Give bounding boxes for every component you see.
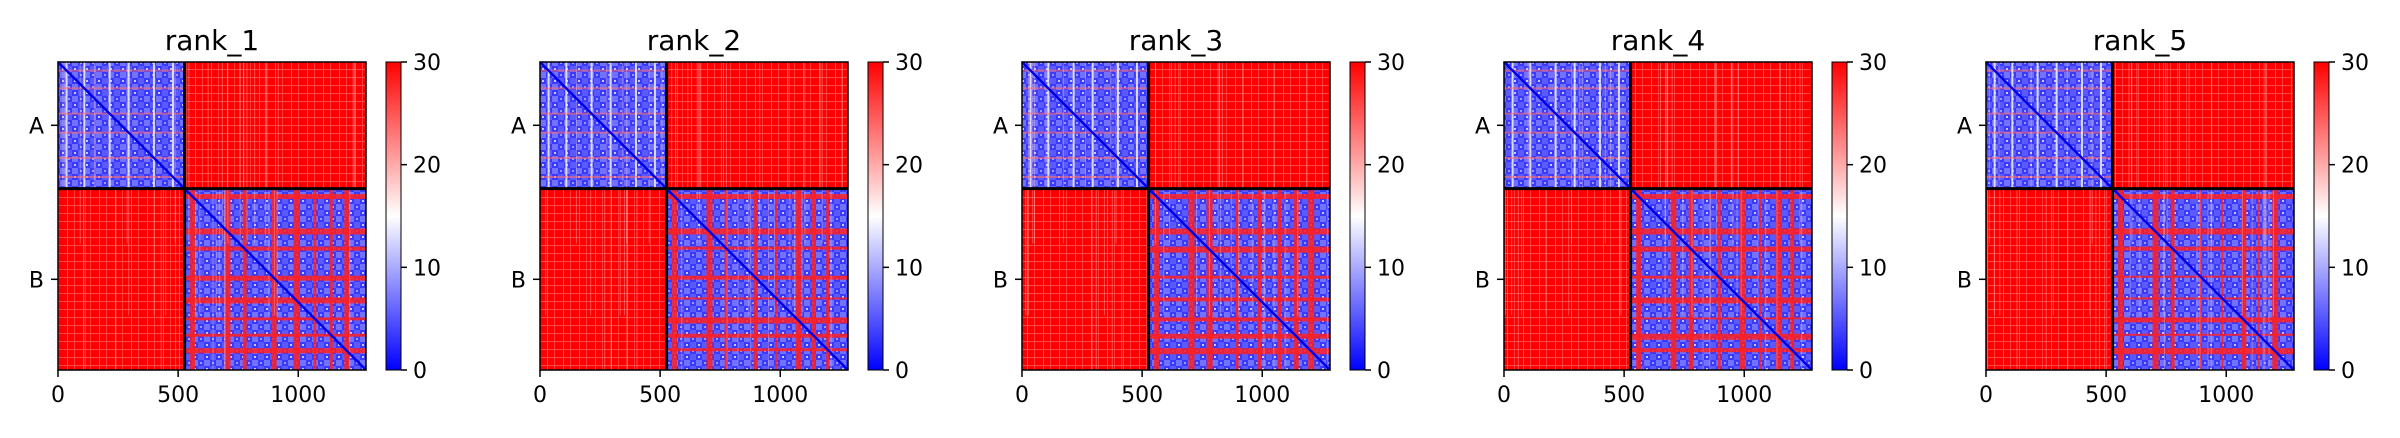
- colorbar-tick-label: 10: [1859, 256, 1887, 281]
- x-tick-label: 0: [1497, 383, 1511, 408]
- heatmap-panel: rank_3 A B 0 500 1000 0 10 20 30: [993, 24, 1405, 408]
- chart-title: rank_2: [647, 24, 741, 57]
- heatmap-panel: rank_4 A B 0 500 1000 0 10 20 30: [1475, 24, 1887, 408]
- colorbar: [1831, 61, 1848, 371]
- colorbar-tick-label: 20: [2341, 154, 2369, 179]
- x-tick-label: 0: [1015, 383, 1029, 408]
- heatmap-stripes: [1504, 62, 1812, 370]
- colorbar: [385, 61, 402, 371]
- x-tick-label: 1000: [1716, 383, 1772, 408]
- colorbar-tick-label: 10: [413, 256, 441, 281]
- colorbar-tick-label: 0: [413, 359, 427, 384]
- heatmap-stripes: [1986, 62, 2294, 370]
- axes-frame: [1021, 61, 1331, 371]
- x-tick-label: 1000: [270, 383, 326, 408]
- colorbar-tick-label: 30: [413, 51, 441, 76]
- colorbar: [1349, 61, 1366, 371]
- colorbar-tick-label: 0: [895, 359, 909, 384]
- axes-frame: [1985, 61, 2295, 371]
- x-tick-label: 500: [639, 383, 681, 408]
- heatmap-diagonal: [57, 61, 367, 371]
- heatmap-panel: rank_2 A B 0 500 1000 0 10 20 30: [511, 24, 923, 408]
- y-tick-label: B: [1957, 268, 1972, 293]
- x-tick-label: 500: [157, 383, 199, 408]
- colorbar-tick-label: 20: [1859, 154, 1887, 179]
- x-tick-label: 0: [1979, 383, 1993, 408]
- colorbar-tick-label: 20: [1377, 154, 1405, 179]
- chart-title: rank_3: [1129, 24, 1223, 57]
- y-tick-label: B: [1475, 268, 1490, 293]
- colorbar-tick-label: 10: [895, 256, 923, 281]
- chart-title: rank_1: [165, 24, 259, 57]
- heatmap-stripes: [1022, 62, 1331, 370]
- colorbar-tick-label: 20: [413, 154, 441, 179]
- heatmap-diagonal: [1021, 61, 1331, 371]
- colorbar-tick-label: 0: [1377, 359, 1391, 384]
- y-tick-label: A: [993, 114, 1008, 139]
- colorbar-tick-label: 30: [1859, 51, 1887, 76]
- x-tick-label: 1000: [2198, 383, 2254, 408]
- axes-frame: [1503, 61, 1813, 371]
- y-tick-label: A: [511, 114, 526, 139]
- y-tick-label: B: [993, 268, 1008, 293]
- heatmap-panel: rank_5 A B 0 500 1000 0 10 20 30: [1957, 24, 2369, 408]
- colorbar-tick-label: 30: [895, 51, 923, 76]
- axes-frame: [57, 61, 367, 371]
- colorbar-tick-label: 30: [1377, 51, 1405, 76]
- y-tick-label: A: [1957, 114, 1972, 139]
- chart-title: rank_4: [1611, 24, 1705, 57]
- colorbar-tick-label: 0: [2341, 359, 2355, 384]
- colorbar-tick-label: 0: [1859, 359, 1873, 384]
- colorbar: [867, 61, 884, 371]
- heatmap-diagonal: [1503, 61, 1813, 371]
- heatmap-diagonal: [539, 61, 849, 371]
- heatmap-panel: rank_1 A B 0 500 1000 0 10 20 30: [29, 24, 441, 408]
- y-tick-label: A: [29, 114, 44, 139]
- colorbar-tick-label: 30: [2341, 51, 2369, 76]
- x-tick-label: 0: [51, 383, 65, 408]
- x-tick-label: 500: [1603, 383, 1645, 408]
- colorbar: [2313, 61, 2330, 371]
- colorbar-tick-label: 10: [2341, 256, 2369, 281]
- axes-frame: [539, 61, 849, 371]
- colorbar-tick-label: 10: [1377, 256, 1405, 281]
- x-tick-label: 500: [2085, 383, 2127, 408]
- y-tick-label: B: [511, 268, 526, 293]
- x-tick-label: 1000: [752, 383, 808, 408]
- y-tick-label: B: [29, 268, 44, 293]
- x-tick-label: 1000: [1234, 383, 1290, 408]
- x-tick-label: 0: [533, 383, 547, 408]
- y-tick-label: A: [1475, 114, 1490, 139]
- colorbar-tick-label: 20: [895, 154, 923, 179]
- heatmap-diagonal: [1985, 61, 2295, 371]
- chart-title: rank_5: [2093, 24, 2187, 57]
- x-tick-label: 500: [1121, 383, 1163, 408]
